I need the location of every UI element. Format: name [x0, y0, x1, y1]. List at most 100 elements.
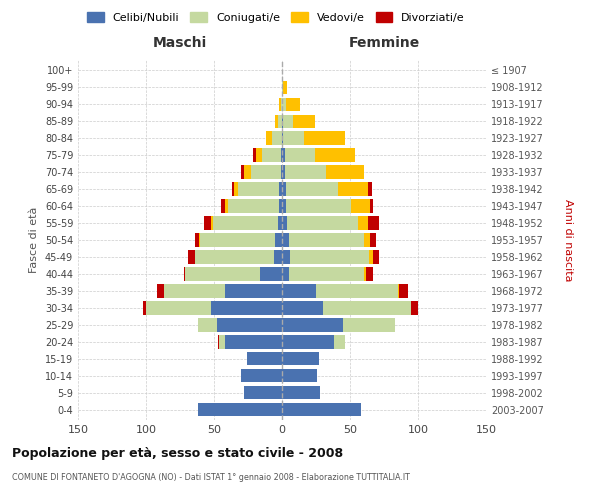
Bar: [282, 216, 287, 230]
Bar: [260, 268, 282, 280]
Bar: [282, 80, 283, 94]
Bar: [238, 182, 279, 196]
Bar: [184, 268, 185, 280]
Bar: [281, 98, 282, 111]
Bar: [398, 284, 399, 298]
Bar: [188, 250, 195, 264]
Bar: [279, 200, 282, 212]
Bar: [326, 166, 364, 178]
Bar: [282, 98, 286, 111]
Bar: [283, 80, 287, 94]
Bar: [285, 166, 326, 178]
Bar: [282, 403, 361, 416]
Bar: [244, 166, 251, 178]
Bar: [247, 352, 282, 366]
Bar: [221, 200, 225, 212]
Bar: [364, 268, 367, 280]
Bar: [282, 336, 334, 348]
Bar: [225, 200, 227, 212]
Bar: [282, 318, 343, 332]
Bar: [370, 200, 373, 212]
Bar: [282, 352, 319, 366]
Bar: [241, 369, 282, 382]
Bar: [199, 234, 200, 246]
Y-axis label: Fasce di età: Fasce di età: [29, 207, 39, 273]
Bar: [205, 216, 211, 230]
Bar: [282, 148, 285, 162]
Bar: [282, 132, 283, 144]
Bar: [281, 148, 282, 162]
Bar: [282, 268, 289, 280]
Text: Popolazione per età, sesso e stato civile - 2008: Popolazione per età, sesso e stato civil…: [12, 448, 343, 460]
Bar: [289, 234, 364, 246]
Bar: [253, 148, 256, 162]
Bar: [211, 302, 282, 314]
Bar: [278, 114, 282, 128]
Bar: [220, 336, 225, 348]
Bar: [373, 250, 379, 264]
Bar: [370, 234, 376, 246]
Bar: [282, 166, 285, 178]
Bar: [282, 250, 290, 264]
Bar: [195, 250, 274, 264]
Bar: [232, 182, 235, 196]
Bar: [241, 166, 244, 178]
Bar: [399, 284, 409, 298]
Bar: [286, 98, 299, 111]
Bar: [282, 234, 289, 246]
Bar: [338, 182, 368, 196]
Bar: [225, 336, 282, 348]
Bar: [304, 132, 344, 144]
Bar: [279, 98, 281, 111]
Bar: [197, 403, 282, 416]
Bar: [279, 182, 282, 196]
Text: Femmine: Femmine: [349, 36, 419, 50]
Bar: [143, 302, 146, 314]
Bar: [283, 114, 293, 128]
Bar: [251, 166, 281, 178]
Bar: [282, 369, 317, 382]
Bar: [411, 302, 418, 314]
Bar: [275, 114, 278, 128]
Bar: [352, 200, 370, 212]
Bar: [282, 284, 316, 298]
Bar: [367, 268, 373, 280]
Y-axis label: Anni di nascita: Anni di nascita: [563, 198, 573, 281]
Bar: [164, 284, 225, 298]
Bar: [225, 284, 282, 298]
Bar: [314, 148, 355, 162]
Bar: [275, 234, 282, 246]
Bar: [358, 216, 368, 230]
Bar: [287, 216, 358, 230]
Bar: [283, 132, 304, 144]
Bar: [211, 216, 212, 230]
Bar: [282, 302, 323, 314]
Bar: [278, 216, 282, 230]
Bar: [274, 250, 282, 264]
Bar: [217, 318, 282, 332]
Bar: [289, 268, 364, 280]
Bar: [262, 148, 281, 162]
Bar: [293, 114, 314, 128]
Bar: [290, 250, 369, 264]
Bar: [369, 250, 373, 264]
Bar: [256, 148, 262, 162]
Bar: [368, 182, 372, 196]
Text: COMUNE DI FONTANETO D'AGOGNA (NO) - Dati ISTAT 1° gennaio 2008 - Elaborazione TU: COMUNE DI FONTANETO D'AGOGNA (NO) - Dati…: [12, 472, 410, 482]
Bar: [200, 234, 275, 246]
Bar: [316, 284, 398, 298]
Bar: [212, 216, 278, 230]
Bar: [244, 386, 282, 400]
Bar: [197, 318, 217, 332]
Bar: [323, 302, 411, 314]
Bar: [266, 132, 272, 144]
Bar: [368, 216, 379, 230]
Bar: [364, 234, 370, 246]
Bar: [195, 234, 199, 246]
Bar: [282, 200, 286, 212]
Bar: [282, 386, 320, 400]
Bar: [286, 200, 352, 212]
Bar: [286, 182, 338, 196]
Bar: [285, 148, 314, 162]
Bar: [272, 132, 282, 144]
